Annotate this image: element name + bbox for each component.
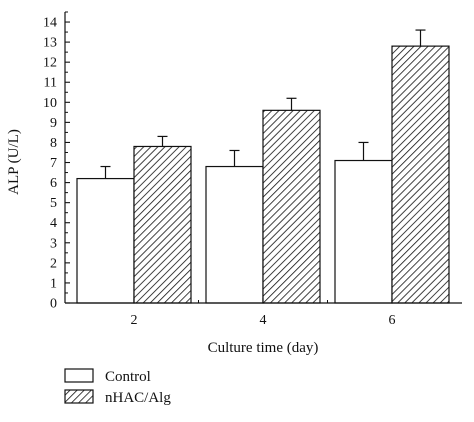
y-axis-title: ALP (U/L): [6, 129, 22, 195]
y-tick-label-7: 7: [50, 156, 57, 171]
legend: Control nHAC/Alg: [64, 368, 171, 406]
y-tick-label-9: 9: [50, 116, 57, 131]
y-tick-label-5: 5: [50, 196, 57, 211]
bar-nhac-alg-day-2: [133, 145, 192, 304]
y-tick-label-4: 4: [50, 216, 57, 231]
bar-nhac-alg-day-6: [391, 45, 450, 304]
bar-control-day-2: [76, 177, 135, 304]
x-tick-label-2: 2: [131, 313, 138, 328]
y-tick-label-6: 6: [50, 176, 57, 191]
y-tick-label-2: 2: [50, 256, 57, 271]
y-tick-label-14: 14: [43, 16, 57, 31]
y-tick-label-12: 12: [43, 56, 57, 71]
bar-control-day-6: [334, 159, 393, 304]
legend-label-nhac-alg: nHAC/Alg: [105, 390, 171, 406]
bars-layer: [76, 45, 450, 304]
y-tick-label-10: 10: [43, 96, 57, 111]
y-tick-label-1: 1: [50, 276, 57, 291]
y-tick-label-13: 13: [43, 36, 57, 51]
y-tick-label-11: 11: [44, 76, 57, 91]
error-bars-layer: [100, 29, 426, 179]
y-tick-label-0: 0: [50, 297, 57, 312]
legend-swatch-nhac-alg: [64, 389, 94, 404]
legend-label-control: Control: [105, 369, 151, 385]
y-tick-label-8: 8: [50, 136, 57, 151]
legend-swatch-control: [64, 368, 94, 383]
bar-nhac-alg-day-4: [262, 109, 321, 304]
y-tick-label-3: 3: [50, 236, 57, 251]
x-tick-label-6: 6: [389, 313, 396, 328]
x-axis-title: Culture time (day): [208, 340, 319, 356]
x-tick-label-4: 4: [260, 313, 267, 328]
bar-control-day-4: [205, 165, 264, 304]
